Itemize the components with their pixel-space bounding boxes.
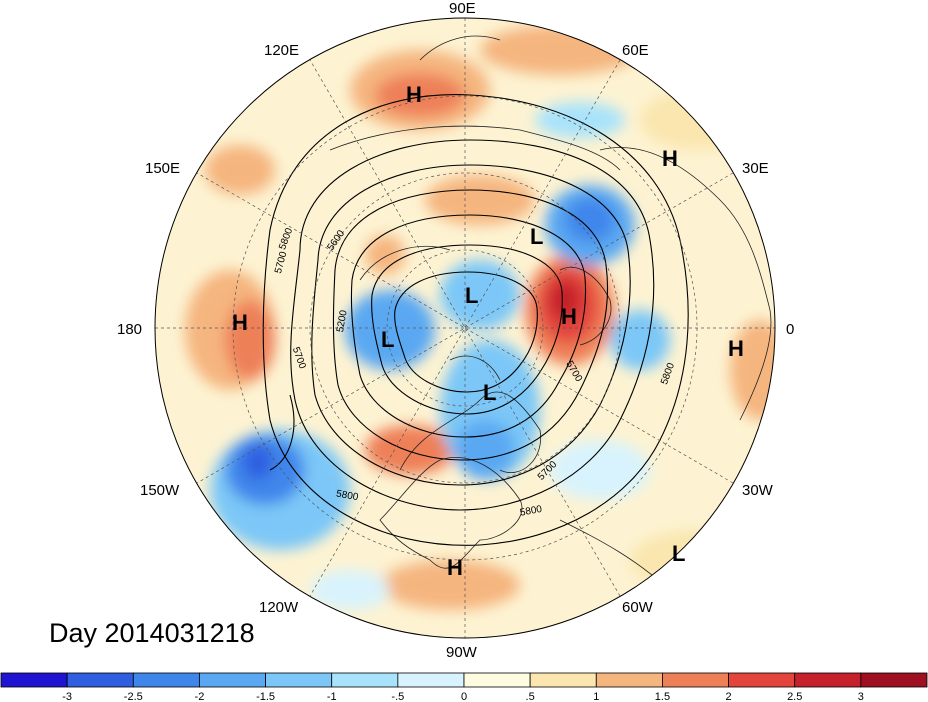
low-center: L [672, 541, 685, 566]
lon-label-120w: 120W [259, 599, 299, 616]
colorbar-tick-label: 2 [726, 691, 732, 702]
colorbar-tick-label: -2.5 [124, 691, 143, 702]
lon-label-60w: 60W [622, 599, 654, 616]
longitude-labels: 90E 60E 30E 0 30W 60W 90W 120W 150W 180 … [117, 0, 794, 661]
colorbar-tick-label: 1.5 [655, 691, 670, 702]
colorbar-swatches [0, 672, 928, 688]
colorbar-tick-label: -3 [62, 691, 72, 702]
colorbar-tick-label: 2.5 [787, 691, 802, 702]
lon-label-90e: 90E [449, 0, 476, 17]
high-center: H [728, 336, 744, 361]
high-center: H [447, 555, 463, 580]
colorbar-tick-label: 3 [858, 691, 864, 702]
colorbar-swatch [463, 672, 531, 688]
lon-label-180: 180 [117, 321, 142, 338]
high-center: H [406, 82, 422, 107]
low-center: L [530, 224, 543, 249]
lon-label-30w: 30W [742, 482, 774, 499]
colorbar-swatch [662, 672, 729, 688]
colorbar-swatch [529, 672, 597, 688]
colorbar-swatch [199, 672, 266, 688]
map-border [154, 17, 776, 639]
low-center: L [483, 380, 496, 405]
colorbar-tick-label: .5 [526, 691, 535, 702]
contour-label: 5200 [335, 309, 350, 333]
colorbar-swatch [397, 672, 465, 688]
pressure-centers: H H H H H H L L L L L [232, 82, 744, 580]
lon-label-120e: 120E [264, 42, 299, 59]
high-center: H [662, 146, 678, 171]
lon-label-30e: 30E [742, 160, 769, 177]
contour-label: 5800 [519, 504, 543, 519]
low-center: L [381, 327, 394, 352]
colorbar-tick-label: 0 [461, 691, 467, 702]
lon-label-150w: 150W [140, 482, 180, 499]
lon-label-0: 0 [786, 321, 794, 338]
colorbar-swatch [265, 672, 333, 688]
colorbar-tick-label: 1 [593, 691, 599, 702]
colorbar-tick-label: -2 [195, 691, 205, 702]
date-title: Day 2014031218 [49, 618, 255, 648]
colorbar-swatch [860, 672, 928, 688]
contour-label: 5800 [335, 489, 359, 504]
lon-label-60e: 60E [622, 42, 649, 59]
graticule [155, 18, 775, 638]
colorbar-swatch [595, 672, 663, 688]
low-center: L [465, 283, 478, 308]
colorbar: -3 -2.5 -2 -1.5 -1 -.5 0 .5 1 1.5 2 2.5 3 [0, 672, 928, 702]
colorbar-swatch [132, 672, 200, 688]
colorbar-tick-label: -1.5 [256, 691, 275, 702]
colorbar-swatch [728, 672, 796, 688]
colorbar-ticks: -3 -2.5 -2 -1.5 -1 -.5 0 .5 1 1.5 2 2.5 3 [62, 691, 864, 702]
colorbar-swatch [66, 672, 134, 688]
high-center: H [561, 304, 577, 329]
colorbar-tick-label: -1 [327, 691, 337, 702]
polar-map: 90E 60E 30E 0 30W 60W 90W 120W 150W 180 … [117, 0, 794, 661]
high-center: H [232, 310, 248, 335]
colorbar-swatch [794, 672, 862, 688]
colorbar-tick-label: -.5 [391, 691, 404, 702]
lon-label-90w: 90W [446, 644, 478, 661]
colorbar-swatch [331, 672, 399, 688]
colorbar-swatch [0, 672, 68, 688]
lon-label-150e: 150E [145, 160, 180, 177]
